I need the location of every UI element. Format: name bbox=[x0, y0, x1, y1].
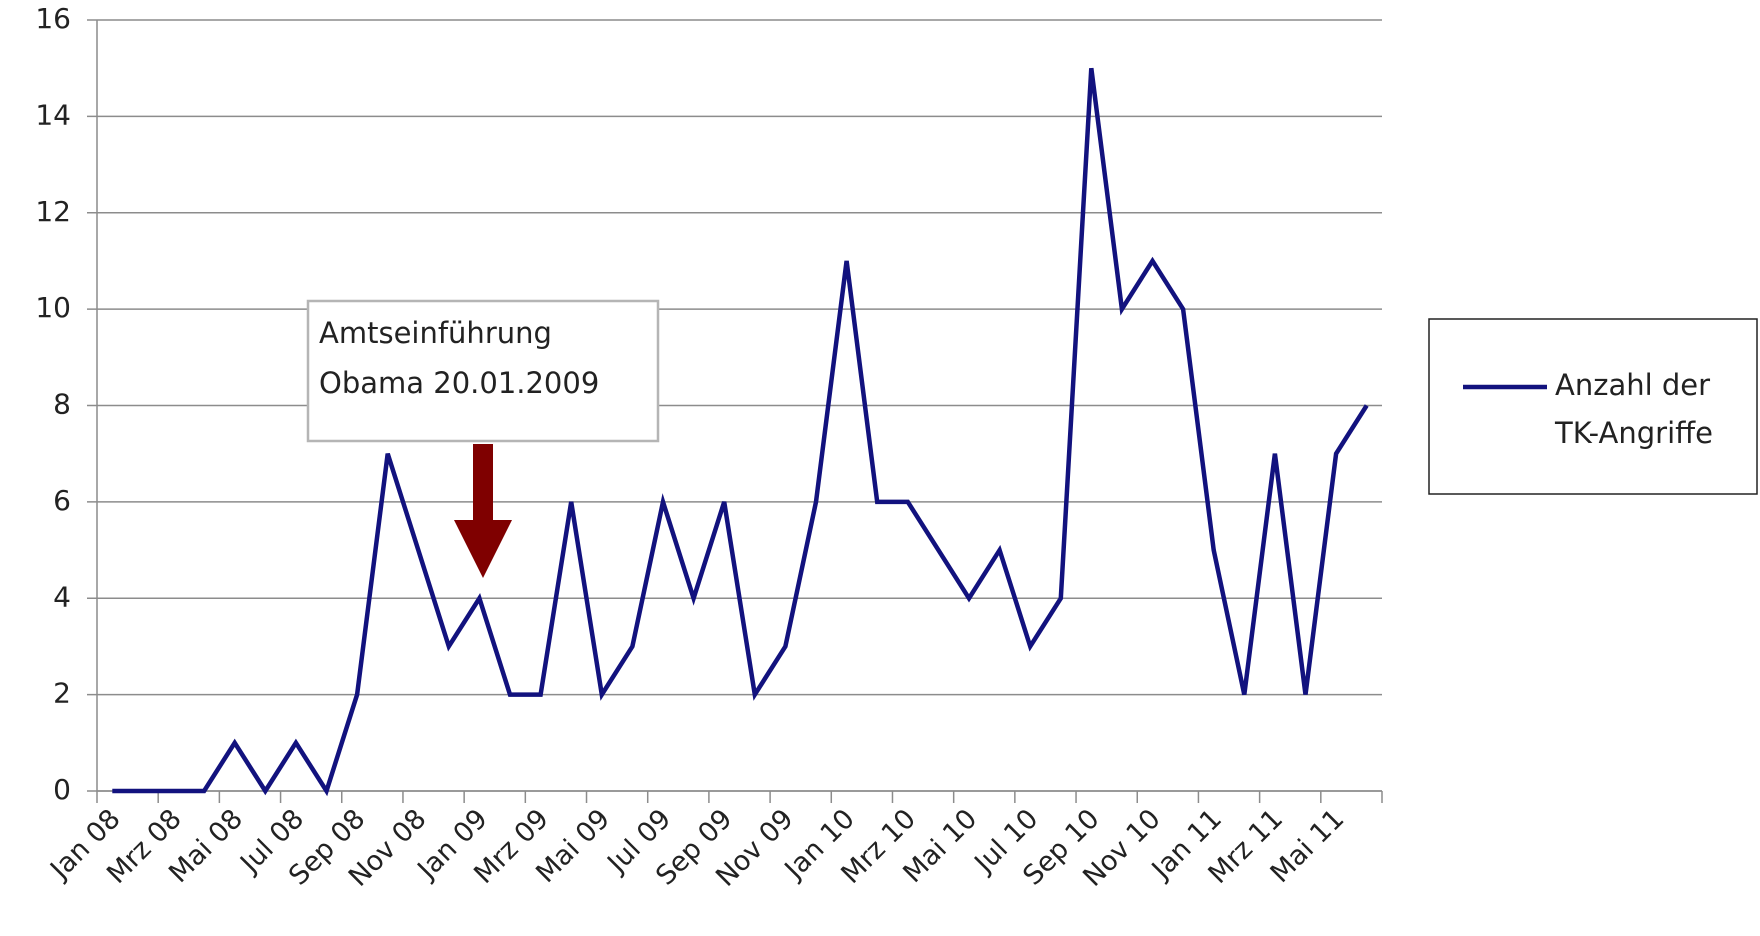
data-line bbox=[112, 67, 1369, 797]
legend-box bbox=[1428, 318, 1758, 495]
y-tick-label: 8 bbox=[53, 388, 71, 421]
y-tick-label: 12 bbox=[35, 195, 71, 228]
annotation-arrow-shaft bbox=[473, 444, 493, 521]
annotation-text: Obama 20.01.2009 bbox=[319, 366, 599, 400]
y-tick-label: 16 bbox=[35, 2, 71, 35]
y-tick-label: 2 bbox=[53, 677, 71, 710]
y-tick-label: 10 bbox=[35, 291, 71, 324]
annotation-text: Amtseinführung bbox=[319, 316, 552, 350]
y-tick-label: 6 bbox=[53, 484, 71, 517]
y-tick-label: 14 bbox=[35, 98, 71, 131]
annotation-arrow-head bbox=[454, 520, 512, 578]
annotation-box bbox=[306, 299, 660, 443]
legend: Anzahl der TK-Angriffe bbox=[1428, 318, 1758, 495]
y-tick-label: 4 bbox=[53, 580, 71, 613]
y-tick-label: 0 bbox=[53, 773, 71, 806]
legend-label: Anzahl der TK-Angriffe bbox=[1554, 368, 1713, 450]
